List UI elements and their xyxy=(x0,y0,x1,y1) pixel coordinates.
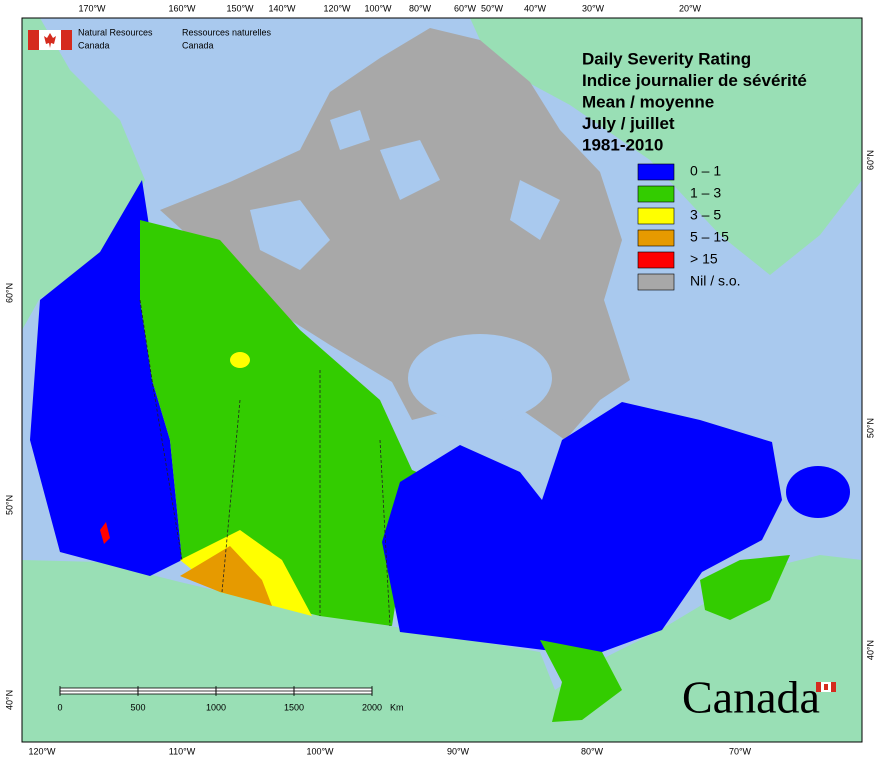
graticule-label: 110°W xyxy=(169,746,196,756)
graticule-label: 120°W xyxy=(28,746,56,756)
graticule-label: 40°N xyxy=(4,690,14,710)
legend-swatch xyxy=(637,163,675,181)
agency-fr: Ressources naturelles xyxy=(182,27,272,37)
legend-label: 0 – 1 xyxy=(690,163,721,179)
title-line: Daily Severity Rating xyxy=(582,49,751,68)
north-moderate xyxy=(230,352,250,368)
boundaries xyxy=(139,299,391,627)
legend-label: 5 – 15 xyxy=(690,229,729,245)
graticule-label: 50°N xyxy=(4,495,14,515)
graticule-label: 100°W xyxy=(364,3,392,13)
graticule-label: 160°W xyxy=(168,3,196,13)
graticule-label: 90°W xyxy=(447,746,470,756)
arctic-no-data xyxy=(160,28,630,440)
title-line: Mean / moyenne xyxy=(582,92,714,111)
scale-unit: Km xyxy=(390,702,404,712)
graticule-label: 80°W xyxy=(581,746,604,756)
legend-swatch xyxy=(637,251,675,269)
graticule-label: 60°N xyxy=(865,150,875,170)
graticule-label: 30°W xyxy=(582,3,605,13)
legend-swatch xyxy=(637,207,675,225)
legend-label: 1 – 3 xyxy=(690,185,721,201)
map-frame xyxy=(21,17,863,743)
hudson-bay xyxy=(408,334,552,422)
arctic-channels xyxy=(250,110,560,270)
graticule-label: 100°W xyxy=(306,746,334,756)
graticule-label: 70°W xyxy=(729,746,752,756)
graticule-label: 80°W xyxy=(409,3,432,13)
graticule-label: 60°N xyxy=(4,283,14,303)
graticule-label: 120°W xyxy=(323,3,351,13)
newfoundland xyxy=(786,466,850,518)
prairie-high xyxy=(180,546,272,606)
wordmark-flag xyxy=(816,682,836,692)
scale-label: 1500 xyxy=(284,702,304,712)
scale-label: 1000 xyxy=(206,702,226,712)
west-region xyxy=(30,180,182,576)
bc-extreme xyxy=(100,522,110,544)
central-region xyxy=(140,220,440,626)
legend-label: 3 – 5 xyxy=(690,207,721,223)
agency-en: Natural Resources xyxy=(78,27,153,37)
scale-label: 2000 xyxy=(362,702,382,712)
graticule-label: 50°W xyxy=(481,3,504,13)
wordmark: Canada xyxy=(682,672,820,723)
graticule-label: 170°W xyxy=(78,3,106,13)
nrcan-flag xyxy=(28,30,72,50)
graticule-label: 40°N xyxy=(865,640,875,660)
graticule-label: 40°W xyxy=(524,3,547,13)
title-line: 1981-2010 xyxy=(582,135,663,154)
graticule-label: 50°N xyxy=(865,418,875,438)
east-region xyxy=(382,402,782,652)
agency-en: Canada xyxy=(78,40,110,50)
legend-label: > 15 xyxy=(690,251,718,267)
scale-label: 0 xyxy=(57,702,62,712)
agency-fr: Canada xyxy=(182,40,214,50)
title-line: July / juillet xyxy=(582,114,675,133)
legend-swatch xyxy=(637,229,675,247)
graticule-label: 60°W xyxy=(454,3,477,13)
graticule-label: 150°W xyxy=(226,3,254,13)
south-ontario xyxy=(540,640,622,722)
united-states xyxy=(22,555,862,742)
graticule-label: 20°W xyxy=(679,3,702,13)
maritimes xyxy=(700,555,790,620)
legend-label: Nil / s.o. xyxy=(690,273,741,289)
greenland xyxy=(470,18,862,275)
graticule-label: 140°W xyxy=(268,3,296,13)
legend-swatch xyxy=(637,273,675,291)
scale-label: 500 xyxy=(130,702,145,712)
title-line: Indice journalier de sévérité xyxy=(582,71,807,90)
legend-swatch xyxy=(637,185,675,203)
alaska xyxy=(22,18,145,330)
